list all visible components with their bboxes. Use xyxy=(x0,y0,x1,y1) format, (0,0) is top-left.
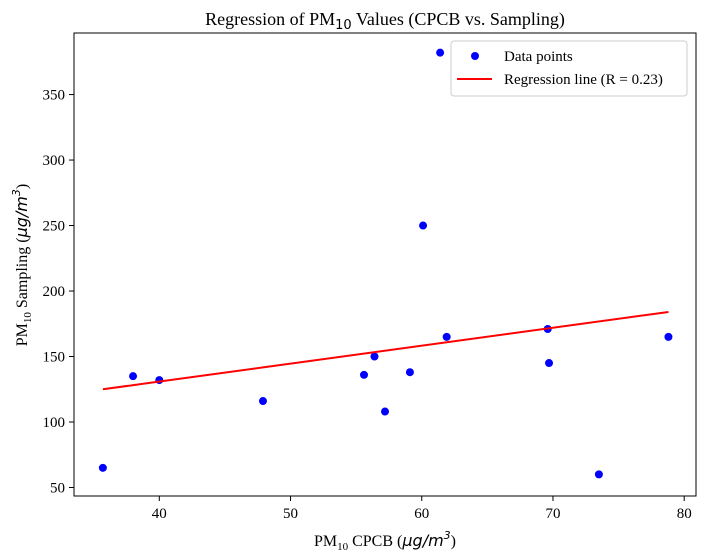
ylabel-sup: 3 xyxy=(10,189,23,196)
regression-line xyxy=(102,310,669,391)
xlabel-sub: 10 xyxy=(337,541,349,553)
xlabel-sup: 3 xyxy=(444,529,451,542)
ylabel-unit: μg/m xyxy=(12,196,31,238)
x-tick-label: 60 xyxy=(414,506,429,522)
title-post: Values (CPCB vs. Sampling) xyxy=(352,9,565,30)
y-tick-label: 200 xyxy=(43,284,66,300)
x-tick-label: 50 xyxy=(283,506,298,522)
data-point xyxy=(370,352,379,361)
ylabel-mid: Sampling ( xyxy=(14,237,31,312)
y-axis-ticks: 50 100 150 200 250 300 350 xyxy=(43,88,74,496)
legend-label-regression-line: Regression line (R = 0.23) xyxy=(504,72,663,88)
chart-title: Regression of PM10 Values (CPCB vs. Samp… xyxy=(205,9,565,33)
data-point xyxy=(594,470,603,479)
xlabel-pre: PM xyxy=(314,533,337,550)
ylabel-sub: 10 xyxy=(22,312,34,324)
xlabel-unit: μg/m xyxy=(401,531,443,550)
legend-box xyxy=(450,40,688,97)
title-pre: Regression of PM xyxy=(205,9,335,29)
y-tick-label: 150 xyxy=(43,350,66,366)
y-tick-label: 50 xyxy=(50,480,65,496)
ylabel-post: ) xyxy=(14,184,31,189)
y-tick-label: 100 xyxy=(43,415,66,431)
xlabel-post: ) xyxy=(451,533,456,550)
legend-marker-data-points xyxy=(471,52,479,60)
data-point xyxy=(258,397,267,406)
data-point xyxy=(98,463,107,472)
data-point xyxy=(664,332,673,341)
data-point xyxy=(405,368,414,377)
xlabel-mid: CPCB ( xyxy=(348,533,402,550)
x-tick-label: 80 xyxy=(677,506,692,522)
data-point xyxy=(545,359,554,368)
legend-label-data-points: Data points xyxy=(504,49,573,65)
x-tick-label: 70 xyxy=(545,506,560,522)
legend: Data points Regression line (R = 0.23) xyxy=(450,40,688,97)
data-point xyxy=(381,407,389,416)
data-point xyxy=(419,221,428,230)
data-point xyxy=(436,48,445,57)
ylabel-pre: PM xyxy=(14,323,31,346)
y-axis-label: PM10 Sampling (μg/m3) xyxy=(10,184,34,346)
chart-marks xyxy=(98,48,673,479)
title-sub: 10 xyxy=(335,18,352,33)
y-tick-label: 300 xyxy=(43,153,66,169)
y-tick-label: 250 xyxy=(43,219,66,235)
y-tick-label: 350 xyxy=(43,88,66,104)
x-axis-ticks: 40 50 60 70 80 xyxy=(152,496,692,522)
x-axis-label: PM10 CPCB (μg/m3) xyxy=(314,529,456,553)
x-tick-label: 40 xyxy=(152,506,167,522)
data-point xyxy=(360,370,369,379)
data-point xyxy=(442,332,451,341)
data-point xyxy=(129,372,138,381)
plot-area xyxy=(73,32,697,497)
